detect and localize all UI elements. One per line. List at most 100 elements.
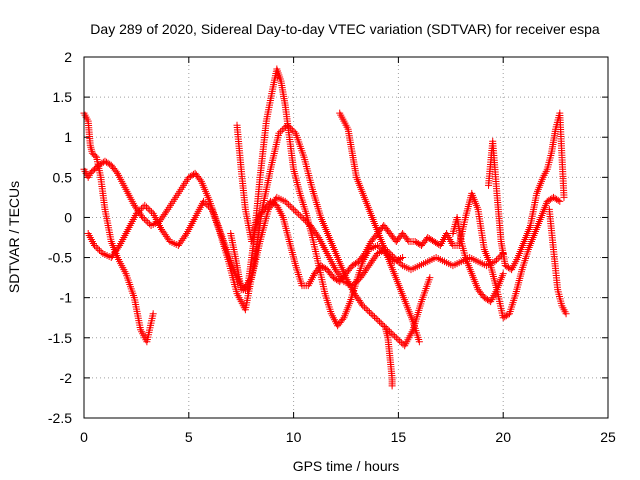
y-tick-label: -2 [60,370,73,386]
data-point [560,193,568,201]
x-tick-label: 5 [185,429,193,445]
data-point [203,201,211,209]
data-point [283,199,291,207]
y-tick-label: 1.5 [53,89,73,105]
data-point [387,329,395,337]
data-point [394,335,402,343]
data-point [288,204,296,212]
data-point [90,242,98,250]
data-point [146,206,154,214]
data-point [97,248,105,256]
data-point [147,208,155,216]
data-point [397,339,405,347]
data-point [278,126,286,134]
data-point [205,202,213,210]
data-point [360,251,368,259]
data-point [286,202,294,210]
y-tick-label: 1 [64,129,72,145]
data-point [554,196,562,204]
data-point [492,256,500,264]
x-tick-label: 25 [600,429,616,445]
data-point [137,212,145,220]
data-point [365,308,373,316]
data-point [399,254,407,262]
grid-layer [84,57,608,418]
data-point [199,197,207,205]
y-tick-label: -1 [60,290,73,306]
data-point [137,205,145,213]
data-point [300,215,308,223]
x-tick-label: 15 [391,429,407,445]
data-point [91,152,99,160]
data-point [290,205,298,213]
data-point [140,215,148,223]
data-point [134,208,142,216]
data-point [291,207,299,215]
y-tick-label: -1.5 [48,330,72,346]
data-point [377,319,385,327]
data-point [388,382,396,390]
x-tick-label: 10 [286,429,302,445]
data-point [494,254,502,262]
y-tick-label: 0 [64,209,72,225]
data-point [141,201,149,209]
data-point [145,220,153,228]
data-point [144,218,152,226]
data-point [358,300,366,308]
data-point [149,310,157,318]
data-point [392,334,400,342]
data-point [281,197,289,205]
data-point [376,318,384,326]
x-axis-title: GPS time / hours [293,458,400,474]
data-point [369,311,377,319]
plot-frame [83,56,609,419]
x-tick-label: 20 [495,429,511,445]
y-tick-label: 2 [64,49,72,65]
data-point [372,315,380,323]
y-tick-label: -0.5 [48,250,72,266]
data-point [201,199,209,207]
data-point [144,205,152,213]
data-point [295,210,303,218]
data-point [139,213,147,221]
data-point [499,270,507,278]
data-point [391,332,399,340]
data-point [339,315,347,323]
data-point [293,209,301,217]
data-point [379,321,387,329]
data-point [206,204,214,212]
y-tick-label: -2.5 [48,410,72,426]
x-tick-label: 0 [80,429,88,445]
data-point [182,231,190,239]
data-point [96,246,104,254]
data-point [296,212,304,220]
data-point [163,207,171,215]
data-point [362,305,370,313]
data-point [196,176,204,184]
data-point [114,243,122,251]
data-point [556,197,564,205]
data-point [290,128,298,136]
data-point [415,338,423,346]
data-point [426,274,434,282]
y-axis-title: SDTVAR / TECUs [6,181,22,293]
data-point [381,323,389,331]
data-point [396,337,404,345]
data-point [92,243,100,251]
data-point [132,209,140,217]
y-tick-label: 0.5 [53,169,73,185]
data-point [389,331,397,339]
marks-layer [80,65,570,390]
data-point [136,206,144,214]
data-point [374,316,382,324]
data-point [142,217,150,225]
data-point [277,128,285,136]
data-point [285,201,293,209]
data-point [562,310,570,318]
data-point [404,236,412,244]
data-point [360,303,368,311]
data-point [112,168,120,176]
data-point [94,245,102,253]
